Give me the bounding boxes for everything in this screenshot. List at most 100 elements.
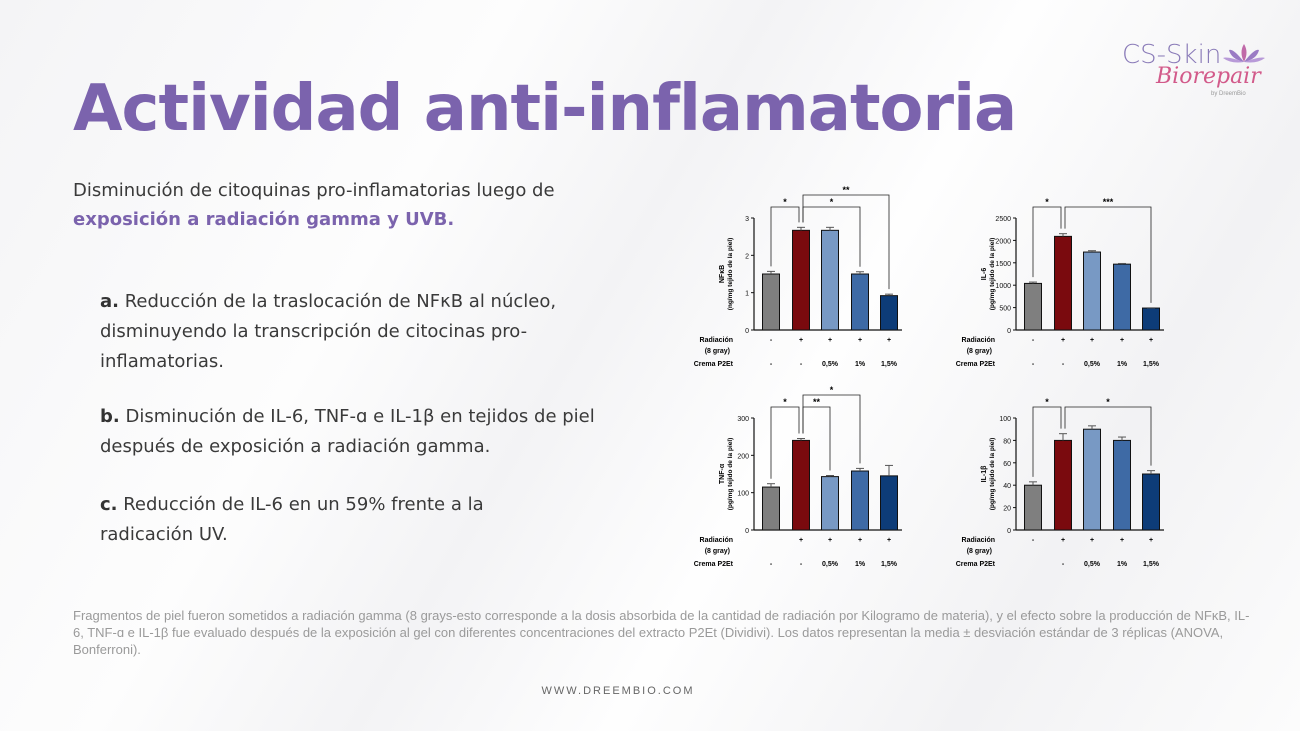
y-axis-subtitle: (pg/mg tejido de la piel) <box>727 438 734 511</box>
significance-bracket <box>802 194 890 290</box>
bar <box>880 295 898 331</box>
row-label: Radiación <box>962 537 995 544</box>
point-letter: a. <box>100 291 119 312</box>
bar <box>821 476 839 531</box>
radiacion-value: + <box>799 337 803 344</box>
row-label: Crema P2Et <box>694 361 734 368</box>
significance-bracket <box>1032 206 1062 278</box>
significance-label: * <box>783 197 787 207</box>
y-tick-label: 100 <box>737 491 749 498</box>
row-label: (8 gray) <box>705 548 730 555</box>
significance-label: * <box>1106 397 1110 407</box>
radiacion-value: + <box>1120 537 1124 544</box>
crema-value: 1% <box>1117 361 1128 368</box>
y-tick-label: 0 <box>745 328 749 335</box>
crema-value: 1,5% <box>881 561 898 568</box>
bar <box>1083 428 1101 531</box>
bar <box>851 470 869 531</box>
website-link[interactable]: WWW.DREEMBIO.COM <box>541 685 695 697</box>
subtitle: Disminución de citoquinas pro-inflamator… <box>73 176 633 234</box>
chart-tnf-alpha: 0 100 200 300 TNF-α (pg/mg tejido de la piel)… <box>694 385 902 568</box>
y-tick-label: 1 <box>745 291 749 298</box>
crema-value: 0,5% <box>1084 561 1101 568</box>
lotus-icon <box>1223 44 1265 63</box>
y-axis-subtitle: (pg/mg tejido de la piel) <box>989 438 996 511</box>
radiacion-value: + <box>1061 337 1065 344</box>
y-tick-label: 1000 <box>995 283 1011 290</box>
y-tick-label: 100 <box>999 416 1011 423</box>
page-title: Actividad anti-inflamatoria <box>73 72 1017 146</box>
point-a: a. Reducción de la traslocación de NFκB … <box>100 287 620 377</box>
significance-bracket <box>802 394 861 464</box>
radiacion-value: + <box>887 337 891 344</box>
significance-label: *** <box>1103 197 1114 207</box>
significance-bracket <box>770 406 800 479</box>
crema-value: - <box>800 361 803 368</box>
row-label: Radiación <box>700 537 733 544</box>
point-text: Reducción de IL-6 en un 59% frente a la … <box>100 494 484 545</box>
crema-value: - <box>1062 361 1065 368</box>
crema-value: - <box>800 561 803 568</box>
subtitle-text: Disminución de citoquinas pro-inflamator… <box>73 180 555 201</box>
point-text: Disminución de IL-6, TNF-ɑ e IL-1β en te… <box>100 406 595 457</box>
y-tick-label: 0 <box>745 528 749 535</box>
radiacion-value: - <box>1032 537 1035 544</box>
point-letter: b. <box>100 406 120 427</box>
brand-logo: CS-Skin Biorepair by DreemBio <box>1118 40 1268 102</box>
radiacion-value: + <box>1090 337 1094 344</box>
y-axis-subtitle: (ng/mg tejido de la piel) <box>727 238 734 311</box>
point-c: c. Reducción de IL-6 en un 59% frente a … <box>100 490 570 550</box>
crema-value: 1,5% <box>881 361 898 368</box>
bar <box>821 229 839 331</box>
significance-label: ** <box>842 185 850 195</box>
significance-label: * <box>830 197 834 207</box>
significance-bracket <box>1064 406 1152 466</box>
radiacion-value: + <box>1120 337 1124 344</box>
y-tick-label: 1500 <box>995 261 1011 268</box>
row-label: (8 gray) <box>967 348 992 355</box>
crema-value: 0,5% <box>822 361 839 368</box>
radiacion-value: + <box>828 337 832 344</box>
point-letter: c. <box>100 494 118 515</box>
bar <box>792 439 810 531</box>
point-b: b. Disminución de IL-6, TNF-ɑ e IL-1β en… <box>100 402 620 462</box>
crema-value: - <box>770 361 773 368</box>
radiacion-value: + <box>799 537 803 544</box>
y-tick-label: 0 <box>1007 528 1011 535</box>
point-text: Reducción de la traslocación de NFκB al … <box>100 291 557 372</box>
crema-value: - <box>770 561 773 568</box>
radiacion-value: - <box>1032 337 1035 344</box>
radiacion-value: + <box>1090 537 1094 544</box>
row-label: Radiación <box>962 337 995 344</box>
significance-label: * <box>783 397 787 407</box>
radiacion-value: + <box>858 537 862 544</box>
row-label: Crema P2Et <box>956 561 996 568</box>
y-tick-label: 300 <box>737 416 749 423</box>
chart-il6: 0 500 1000 1500 2000 2500 IL-6 (pg/mg tejido de… <box>956 197 1164 368</box>
bar <box>851 273 869 331</box>
figure-caption: Fragmentos de piel fueron sometidos a ra… <box>73 608 1250 657</box>
subtitle-highlight: exposición a radiación gamma y UVB. <box>73 209 455 230</box>
crema-value: 1% <box>1117 561 1128 568</box>
significance-label: * <box>830 385 834 395</box>
y-axis-title: TNF-α <box>719 463 726 484</box>
y-axis-subtitle: (pg/mg tejido de la piel) <box>989 238 996 311</box>
radiacion-value: - <box>770 337 773 344</box>
crema-value: - <box>1032 361 1035 368</box>
row-label: Crema P2Et <box>694 561 734 568</box>
bar <box>762 273 780 331</box>
y-tick-label: 80 <box>1003 438 1011 445</box>
y-axis-title: IL-6 <box>981 268 988 281</box>
significance-bracket <box>770 206 800 267</box>
row-label: Radiación <box>700 337 733 344</box>
bar <box>1054 235 1072 331</box>
significance-label: ** <box>813 397 821 407</box>
y-tick-label: 40 <box>1003 483 1011 490</box>
y-tick-label: 60 <box>1003 461 1011 468</box>
row-label: Crema P2Et <box>956 361 996 368</box>
y-tick-label: 2000 <box>995 238 1011 245</box>
radiacion-value: + <box>1149 537 1153 544</box>
significance-bracket <box>1032 406 1062 477</box>
y-tick-label: 3 <box>745 216 749 223</box>
bar <box>1083 251 1101 331</box>
